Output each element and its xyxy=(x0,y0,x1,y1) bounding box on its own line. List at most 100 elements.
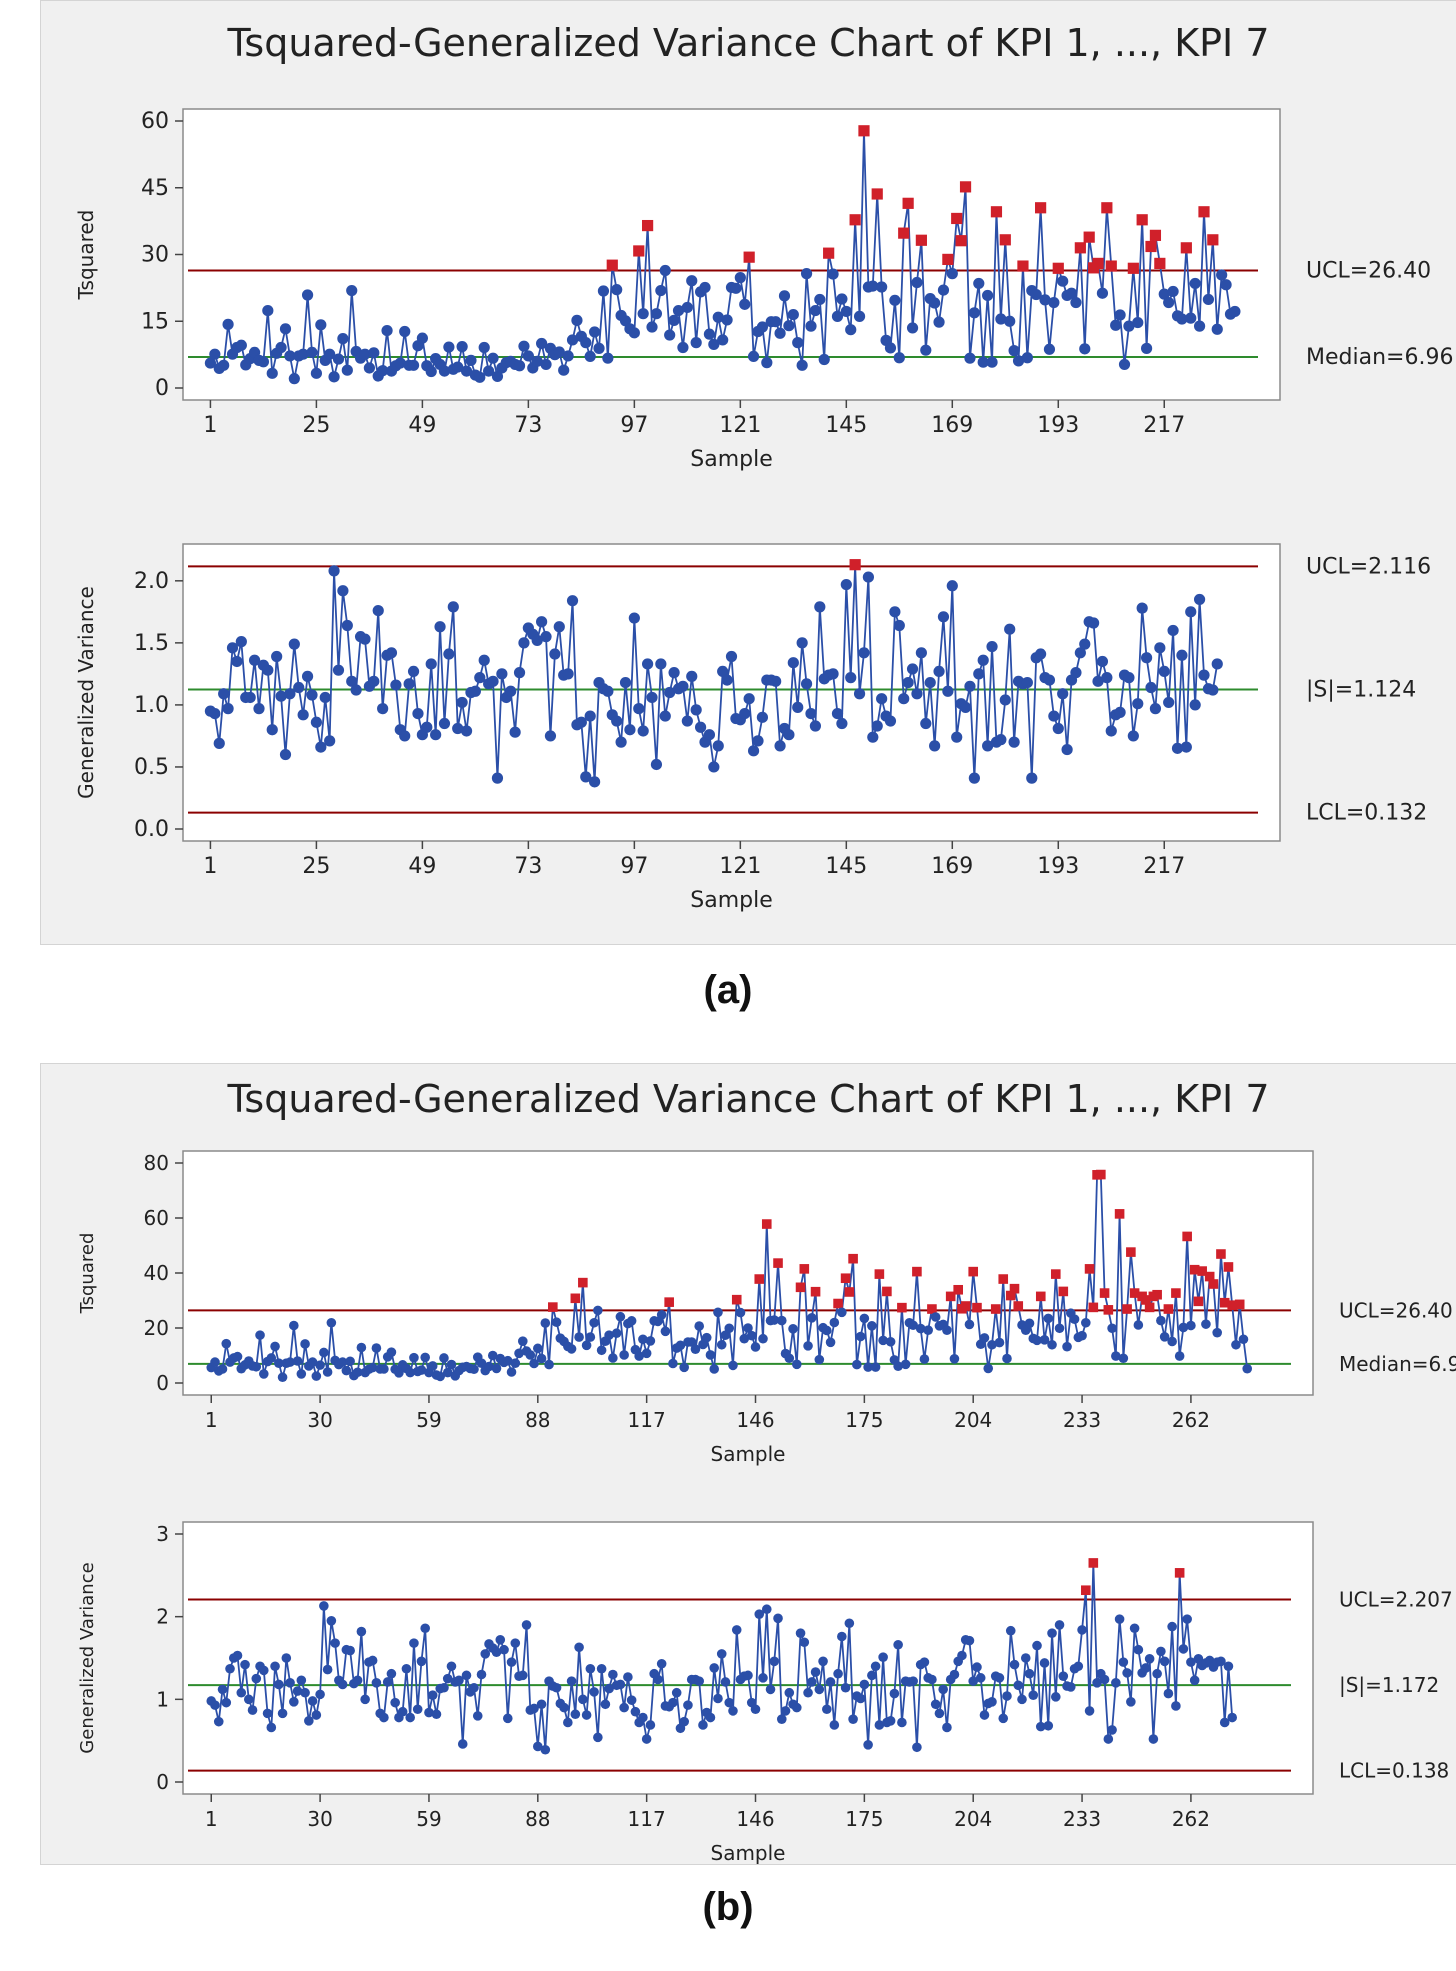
data-point xyxy=(893,1361,903,1372)
y-axis-title: Tsquared xyxy=(77,1233,98,1315)
data-point xyxy=(315,319,327,331)
data-point xyxy=(385,647,398,659)
data-point xyxy=(438,717,451,730)
data-point xyxy=(619,1350,629,1360)
out-of-control-point xyxy=(1035,202,1047,214)
data-point xyxy=(517,1336,528,1346)
caption-b: (b) xyxy=(702,1885,754,1929)
data-point xyxy=(624,724,636,736)
x-tick-label: 30 xyxy=(307,1408,332,1432)
data-point xyxy=(773,1613,783,1624)
data-point xyxy=(379,1364,389,1374)
data-point xyxy=(634,1351,644,1361)
data-point xyxy=(750,1704,761,1715)
data-point xyxy=(876,693,888,705)
data-point xyxy=(381,324,393,337)
data-point xyxy=(270,1661,280,1672)
data-point xyxy=(474,371,486,383)
data-point xyxy=(675,1340,686,1351)
x-tick-label: 88 xyxy=(525,1807,550,1831)
data-point xyxy=(1145,681,1157,694)
out-of-control-point xyxy=(1189,1264,1200,1275)
data-point xyxy=(769,1315,780,1325)
data-point xyxy=(412,1704,423,1715)
y-tick-label: 60 xyxy=(141,109,169,134)
data-point xyxy=(420,1623,430,1634)
data-point xyxy=(874,1720,885,1730)
data-point xyxy=(871,720,883,732)
data-point xyxy=(1103,1734,1114,1744)
data-point xyxy=(686,1337,697,1347)
out-of-control-point xyxy=(1114,1209,1125,1219)
data-point xyxy=(1167,624,1179,637)
data-point xyxy=(774,740,786,752)
out-of-control-point xyxy=(1136,214,1148,226)
data-point xyxy=(975,1673,986,1683)
data-point xyxy=(549,648,561,660)
out-of-control-point xyxy=(1163,1304,1174,1314)
data-point xyxy=(1035,648,1047,660)
data-point xyxy=(957,1650,967,1661)
data-point xyxy=(491,772,504,784)
x-tick-label: 25 xyxy=(302,854,330,879)
data-point xyxy=(1156,1646,1166,1657)
data-point xyxy=(717,334,729,346)
data-point xyxy=(416,332,428,344)
data-point xyxy=(405,1712,415,1723)
data-point xyxy=(446,1661,457,1672)
data-point xyxy=(641,1348,652,1359)
data-point xyxy=(446,1359,457,1370)
y-axis-title: Generalized Variance xyxy=(77,1562,98,1753)
data-point xyxy=(589,1317,599,1328)
data-point xyxy=(1178,1322,1189,1333)
data-point xyxy=(942,685,954,697)
data-point xyxy=(474,672,486,684)
out-of-control-point xyxy=(849,559,861,571)
data-point xyxy=(799,1637,810,1648)
data-point xyxy=(1107,1323,1117,1334)
data-point xyxy=(266,1722,277,1733)
data-point xyxy=(386,1668,397,1679)
data-point xyxy=(521,1620,532,1630)
data-point xyxy=(222,318,234,330)
data-point xyxy=(724,1323,735,1334)
data-point xyxy=(379,1712,389,1723)
data-point xyxy=(529,1358,539,1369)
data-point xyxy=(608,1669,618,1680)
data-point xyxy=(213,1716,224,1727)
data-point xyxy=(911,688,923,700)
data-point xyxy=(425,658,437,670)
data-point xyxy=(1207,684,1219,696)
data-point xyxy=(499,1644,509,1655)
data-point xyxy=(1114,706,1126,718)
y-tick-label: 45 xyxy=(141,176,169,201)
data-point xyxy=(645,1720,656,1730)
x-tick-label: 88 xyxy=(525,1408,550,1432)
data-point xyxy=(454,1675,464,1686)
data-point xyxy=(483,365,495,377)
data-point xyxy=(1227,1712,1238,1723)
x-tick-label: 25 xyxy=(302,413,330,438)
data-point xyxy=(319,1601,329,1611)
data-point xyxy=(496,668,508,680)
y-tick-label: 2 xyxy=(156,1605,169,1629)
data-point xyxy=(399,325,411,338)
data-point xyxy=(235,636,247,648)
data-point xyxy=(352,1675,363,1686)
data-point xyxy=(705,1712,716,1723)
data-point xyxy=(407,665,420,678)
y-tick-label: 15 xyxy=(141,309,169,334)
data-point xyxy=(289,1697,299,1707)
data-point xyxy=(356,1342,367,1353)
data-point xyxy=(998,1713,1009,1724)
data-point xyxy=(867,731,879,743)
data-point xyxy=(628,327,640,339)
out-of-control-point xyxy=(1088,1302,1099,1313)
data-point xyxy=(791,1359,802,1370)
data-point xyxy=(862,571,874,583)
data-point xyxy=(681,301,693,314)
data-point xyxy=(566,595,579,607)
out-of-control-point xyxy=(1182,1231,1192,1242)
data-point xyxy=(800,678,813,690)
y-tick-label: 0.0 xyxy=(134,817,169,842)
